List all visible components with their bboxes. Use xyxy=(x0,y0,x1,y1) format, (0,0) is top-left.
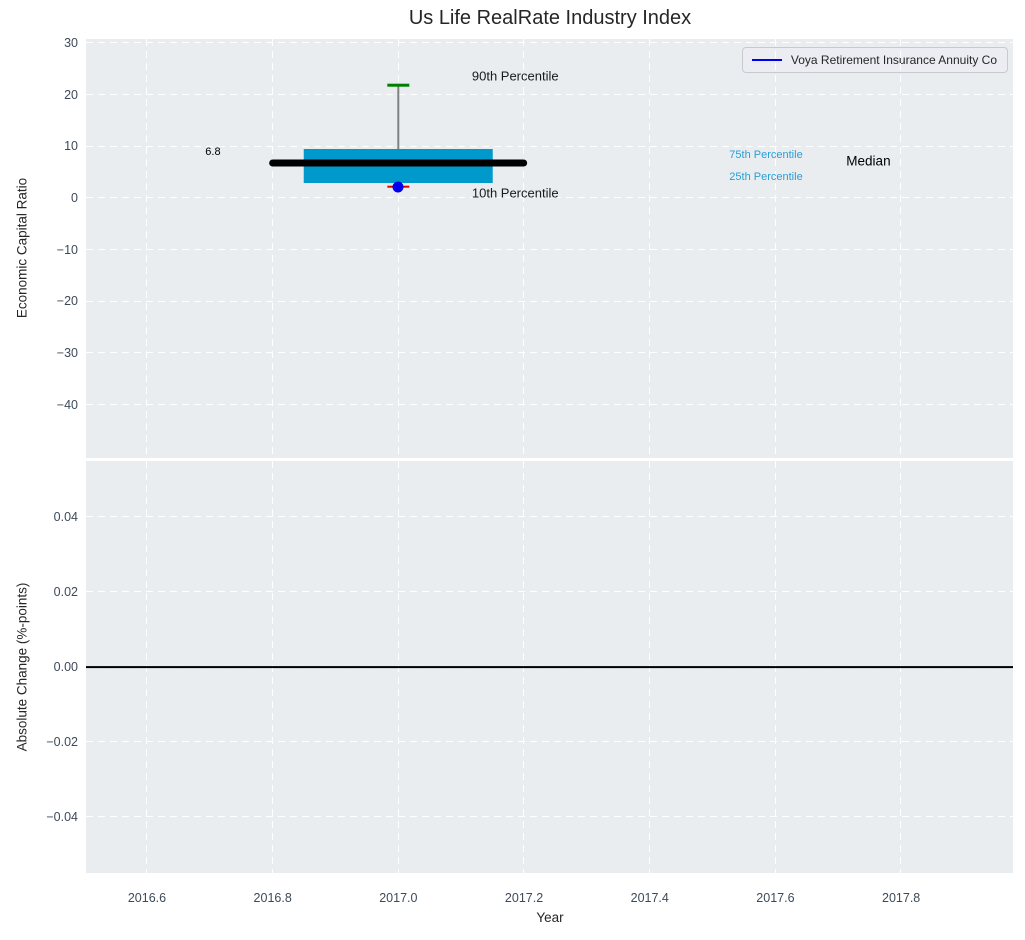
gridline-y-−30 xyxy=(86,352,1013,354)
gridline-y-10 xyxy=(86,146,1013,148)
xtick-2017.0: 2017.0 xyxy=(379,891,417,905)
gridline-y-−10 xyxy=(86,249,1013,251)
gridline-y-0.04 xyxy=(86,516,1013,518)
legend-line-swatch xyxy=(752,59,782,62)
annotation-90th-percentile: 90th Percentile xyxy=(472,69,559,84)
annotation-75th-percentile: 75th Percentile xyxy=(729,149,802,161)
ytick-0.02: 0.02 xyxy=(0,585,78,599)
ytick-−30: −30 xyxy=(0,346,78,360)
ytick-10: 10 xyxy=(0,139,78,153)
zero-change-line xyxy=(86,666,1013,668)
ytick-0: 0 xyxy=(0,191,78,205)
gridline-y-−40 xyxy=(86,404,1013,406)
gridline-y-−20 xyxy=(86,301,1013,303)
ytick-−10: −10 xyxy=(0,243,78,257)
gridline-y-20 xyxy=(86,94,1013,96)
xtick-2017.4: 2017.4 xyxy=(631,891,669,905)
ytick-−40: −40 xyxy=(0,398,78,412)
ytick-30: 30 xyxy=(0,36,78,50)
gridline-y-−0.02 xyxy=(86,741,1013,743)
company-data-point xyxy=(393,181,404,192)
ytick-−20: −20 xyxy=(0,294,78,308)
ytick-−0.02: −0.02 xyxy=(0,735,78,749)
annotation-25th-percentile: 25th Percentile xyxy=(729,171,802,183)
xtick-2017.6: 2017.6 xyxy=(756,891,794,905)
xtick-2017.8: 2017.8 xyxy=(882,891,920,905)
annotation-median: Median xyxy=(846,154,890,169)
gridline-y-0.02 xyxy=(86,591,1013,593)
gridline-y-30 xyxy=(86,42,1013,44)
legend-label: Voya Retirement Insurance Annuity Co xyxy=(791,53,997,67)
p90-cap xyxy=(388,84,409,87)
xtick-2017.2: 2017.2 xyxy=(505,891,543,905)
top-axes-economic-capital-ratio: Voya Retirement Insurance Annuity Co 90t… xyxy=(86,39,1013,458)
chart-title: Us Life RealRate Industry Index xyxy=(409,7,691,30)
annotation-10th-percentile: 10th Percentile xyxy=(472,185,559,200)
ytick-−0.04: −0.04 xyxy=(0,810,78,824)
xtick-2016.6: 2016.6 xyxy=(128,891,166,905)
median-line xyxy=(270,159,528,166)
figure: Us Life RealRate Industry Index Voya Ret… xyxy=(0,0,1025,940)
ytick-0.00: 0.00 xyxy=(0,660,78,674)
xtick-2016.8: 2016.8 xyxy=(254,891,292,905)
ytick-0.04: 0.04 xyxy=(0,510,78,524)
ytick-20: 20 xyxy=(0,88,78,102)
legend: Voya Retirement Insurance Annuity Co xyxy=(742,47,1008,73)
bottom-axes-absolute-change xyxy=(86,461,1013,873)
gridline-y-−0.04 xyxy=(86,816,1013,818)
annotation-6-8: 6.8 xyxy=(205,146,220,158)
x-axis-label: Year xyxy=(536,910,563,925)
